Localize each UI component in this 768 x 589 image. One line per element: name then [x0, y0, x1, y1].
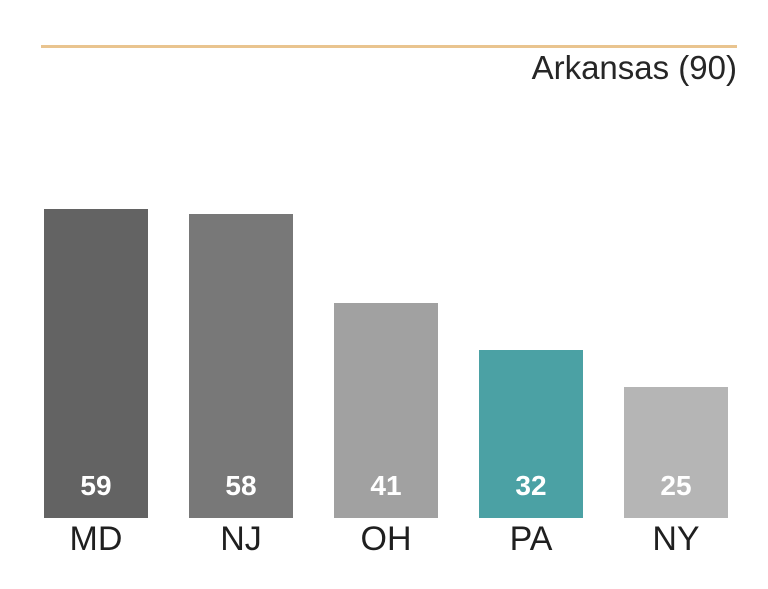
x-label-md: MD: [69, 520, 123, 558]
bar-oh: 41: [334, 302, 438, 518]
bar-value-ny: 25: [660, 470, 692, 501]
bar-slot-md: 59: [44, 46, 148, 518]
x-label-ny: NY: [652, 520, 700, 558]
x-label-pa: PA: [509, 520, 553, 558]
bar-value-pa: 32: [515, 470, 547, 501]
x-label-oh: OH: [360, 520, 412, 558]
bar-slot-oh: 41: [334, 46, 438, 518]
bar-nj: 58: [189, 213, 293, 518]
reference-line: [41, 45, 737, 48]
bar-md: 59: [44, 208, 148, 518]
x-label-nj: NJ: [220, 520, 262, 558]
reference-label: Arkansas (90): [531, 49, 737, 86]
bar-slot-pa: 32: [479, 46, 583, 518]
bar-slot-ny: 25: [624, 46, 728, 518]
bar-value-nj: 58: [225, 470, 257, 501]
plot-area: 59 58 41 32 25: [44, 46, 728, 518]
bar-value-oh: 41: [370, 470, 402, 501]
bar-slot-nj: 58: [189, 46, 293, 518]
x-axis-labels: MD NJ OH PA NY: [44, 522, 728, 556]
bar-ny: 25: [624, 386, 728, 518]
bar-value-md: 59: [80, 470, 112, 501]
bar-pa-highlighted: 32: [479, 350, 583, 518]
